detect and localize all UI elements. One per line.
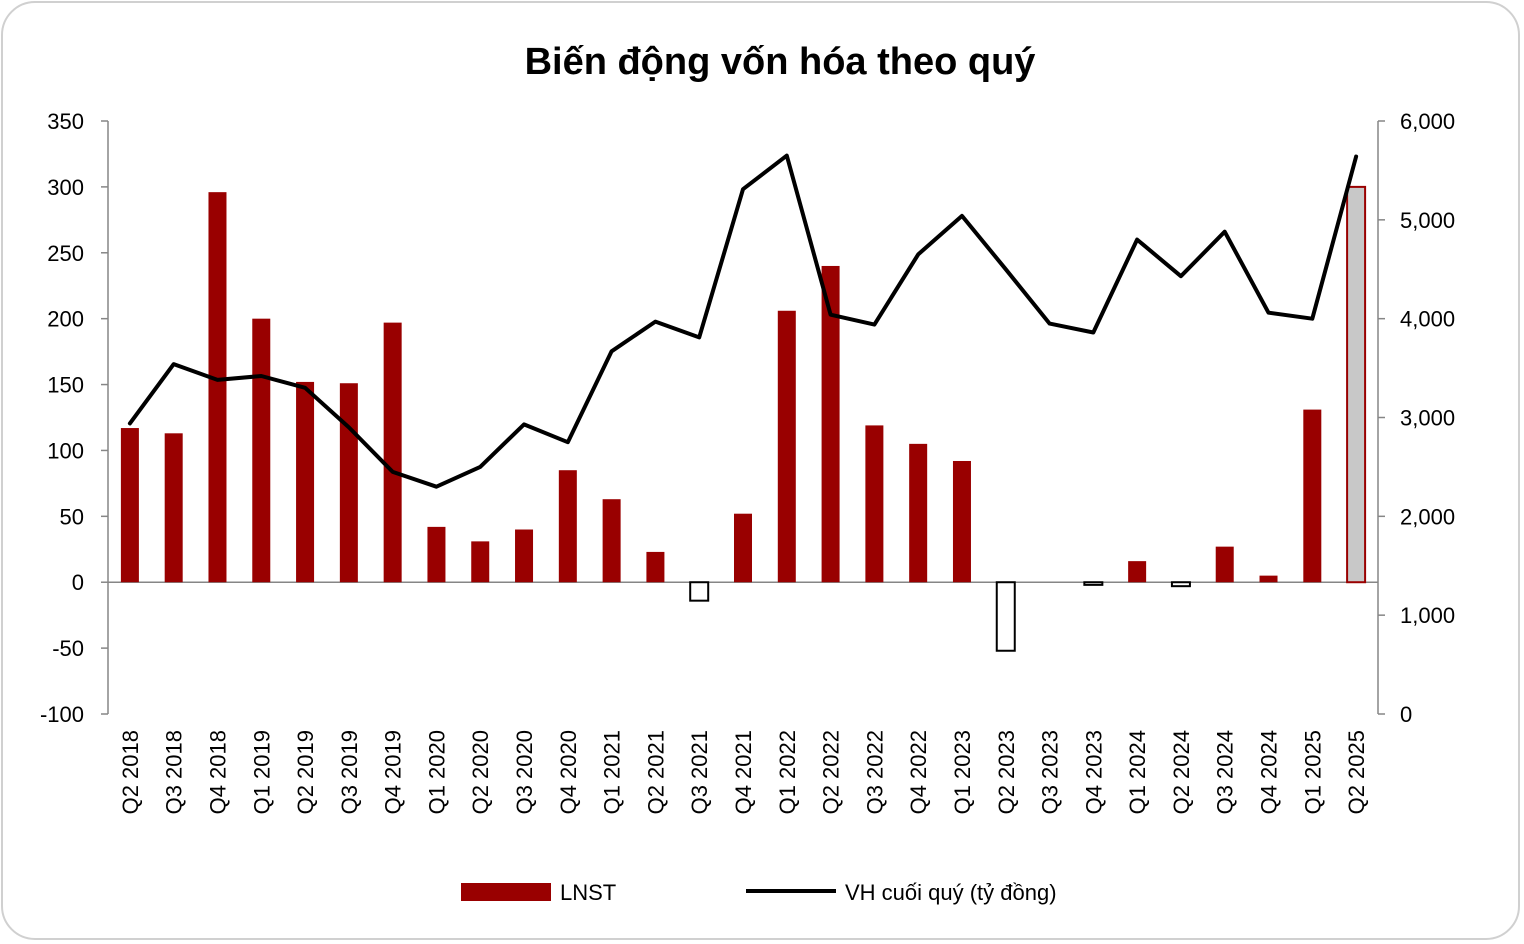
x-axis-tick-label: Q3 2020 [512,730,537,814]
right-axis-tick-label: 0 [1400,702,1412,727]
bar [995,581,1016,652]
bar [339,383,358,583]
bar [734,513,752,583]
legend-swatch-lnst [461,883,551,901]
x-axis-tick-label: Q3 2023 [1038,730,1063,814]
bar [120,428,139,583]
bar [471,541,490,583]
bar [252,318,271,583]
x-axis-tick-label: Q3 2024 [1213,730,1238,814]
bar [602,499,621,583]
line-series-vh [127,153,1359,489]
left-axis-tick-label: -50 [52,636,84,661]
legend-label-vh: VH cuối quý (tỷ đồng) [845,880,1057,905]
left-axis-tick-label: 0 [72,570,84,595]
x-axis-tick-label: Q4 2018 [205,730,230,814]
bar [1083,581,1104,586]
x-axis-tick-label: Q2 2025 [1344,730,1369,814]
bar [821,265,840,583]
bar [296,381,315,583]
axes: -100 -50 0 50 100 150 200 250 300 350 0 1,000 2,000 3… [40,109,1455,727]
x-axis-labels: Q2 2018 Q3 2018 Q4 2018 Q1 2019 Q2 2019 Q3 20… [118,730,1369,814]
x-axis-tick-label: Q3 2019 [337,730,362,814]
x-axis-tick-label: Q2 2022 [819,730,844,814]
right-axis-tick-label: 4,000 [1400,307,1455,332]
x-axis-tick-label: Q1 2024 [1125,730,1150,814]
left-axis-tick-label: 250 [47,241,84,266]
right-axis-tick-label: 2,000 [1400,504,1455,529]
chart-title: Biến động vốn hóa theo quý [525,41,1036,83]
bar-series-lnst [120,185,1367,652]
bar [1170,581,1191,588]
bar [515,529,534,583]
legend: LNST VH cuối quý (tỷ đồng) [461,880,1057,905]
bar [1215,546,1234,583]
x-axis-tick-label: Q4 2023 [1081,730,1106,814]
x-axis-tick-label: Q2 2021 [643,730,668,814]
bar [1346,185,1367,584]
bar [1303,409,1322,583]
x-axis-tick-label: Q1 2019 [249,730,274,814]
left-axis-tick-label: 350 [47,109,84,134]
left-axis-tick-label: -100 [40,702,84,727]
left-axis-tick-label: 50 [60,504,84,529]
bar [383,322,402,583]
bar [1259,575,1278,583]
left-axis-tick-label: 150 [47,373,84,398]
bar [1128,561,1147,583]
right-axis-tick-label: 1,000 [1400,603,1455,628]
bar [952,460,971,583]
bar [777,310,796,583]
x-axis-tick-label: Q3 2018 [162,730,187,814]
right-axis-tick-label: 3,000 [1400,406,1455,431]
x-axis-tick-label: Q4 2020 [556,730,581,814]
legend-label-lnst: LNST [560,880,616,905]
x-axis-tick-label: Q1 2025 [1300,730,1325,814]
x-axis-tick-label: Q4 2022 [906,730,931,814]
x-axis-tick-label: Q2 2019 [293,730,318,814]
x-axis-tick-label: Q2 2023 [994,730,1019,814]
right-axis-tick-label: 6,000 [1400,109,1455,134]
x-axis-tick-label: Q3 2021 [687,730,712,814]
x-axis-tick-label: Q2 2018 [118,730,143,814]
x-axis-tick-label: Q2 2024 [1169,730,1194,814]
x-axis-tick-label: Q4 2024 [1257,730,1282,814]
bar [689,581,710,602]
left-axis-tick-label: 300 [47,175,84,200]
left-axis-tick-label: 200 [47,307,84,332]
line-path [127,153,1359,489]
x-axis-tick-label: Q2 2020 [468,730,493,814]
bar [427,526,446,583]
bar [865,425,884,583]
bar [558,470,577,583]
x-axis-tick-label: Q1 2021 [600,730,625,814]
right-axis-tick-label: 5,000 [1400,208,1455,233]
x-axis-tick-label: Q1 2023 [950,730,975,814]
x-axis-tick-label: Q4 2021 [731,730,756,814]
x-axis-tick-label: Q3 2022 [862,730,887,814]
bar [909,443,928,583]
x-axis-tick-label: Q1 2020 [424,730,449,814]
bar [164,433,183,583]
x-axis-tick-label: Q1 2022 [775,730,800,814]
x-axis-tick-label: Q4 2019 [381,730,406,814]
left-axis-tick-label: 100 [47,438,84,463]
bar [208,192,227,583]
bar [646,551,665,583]
